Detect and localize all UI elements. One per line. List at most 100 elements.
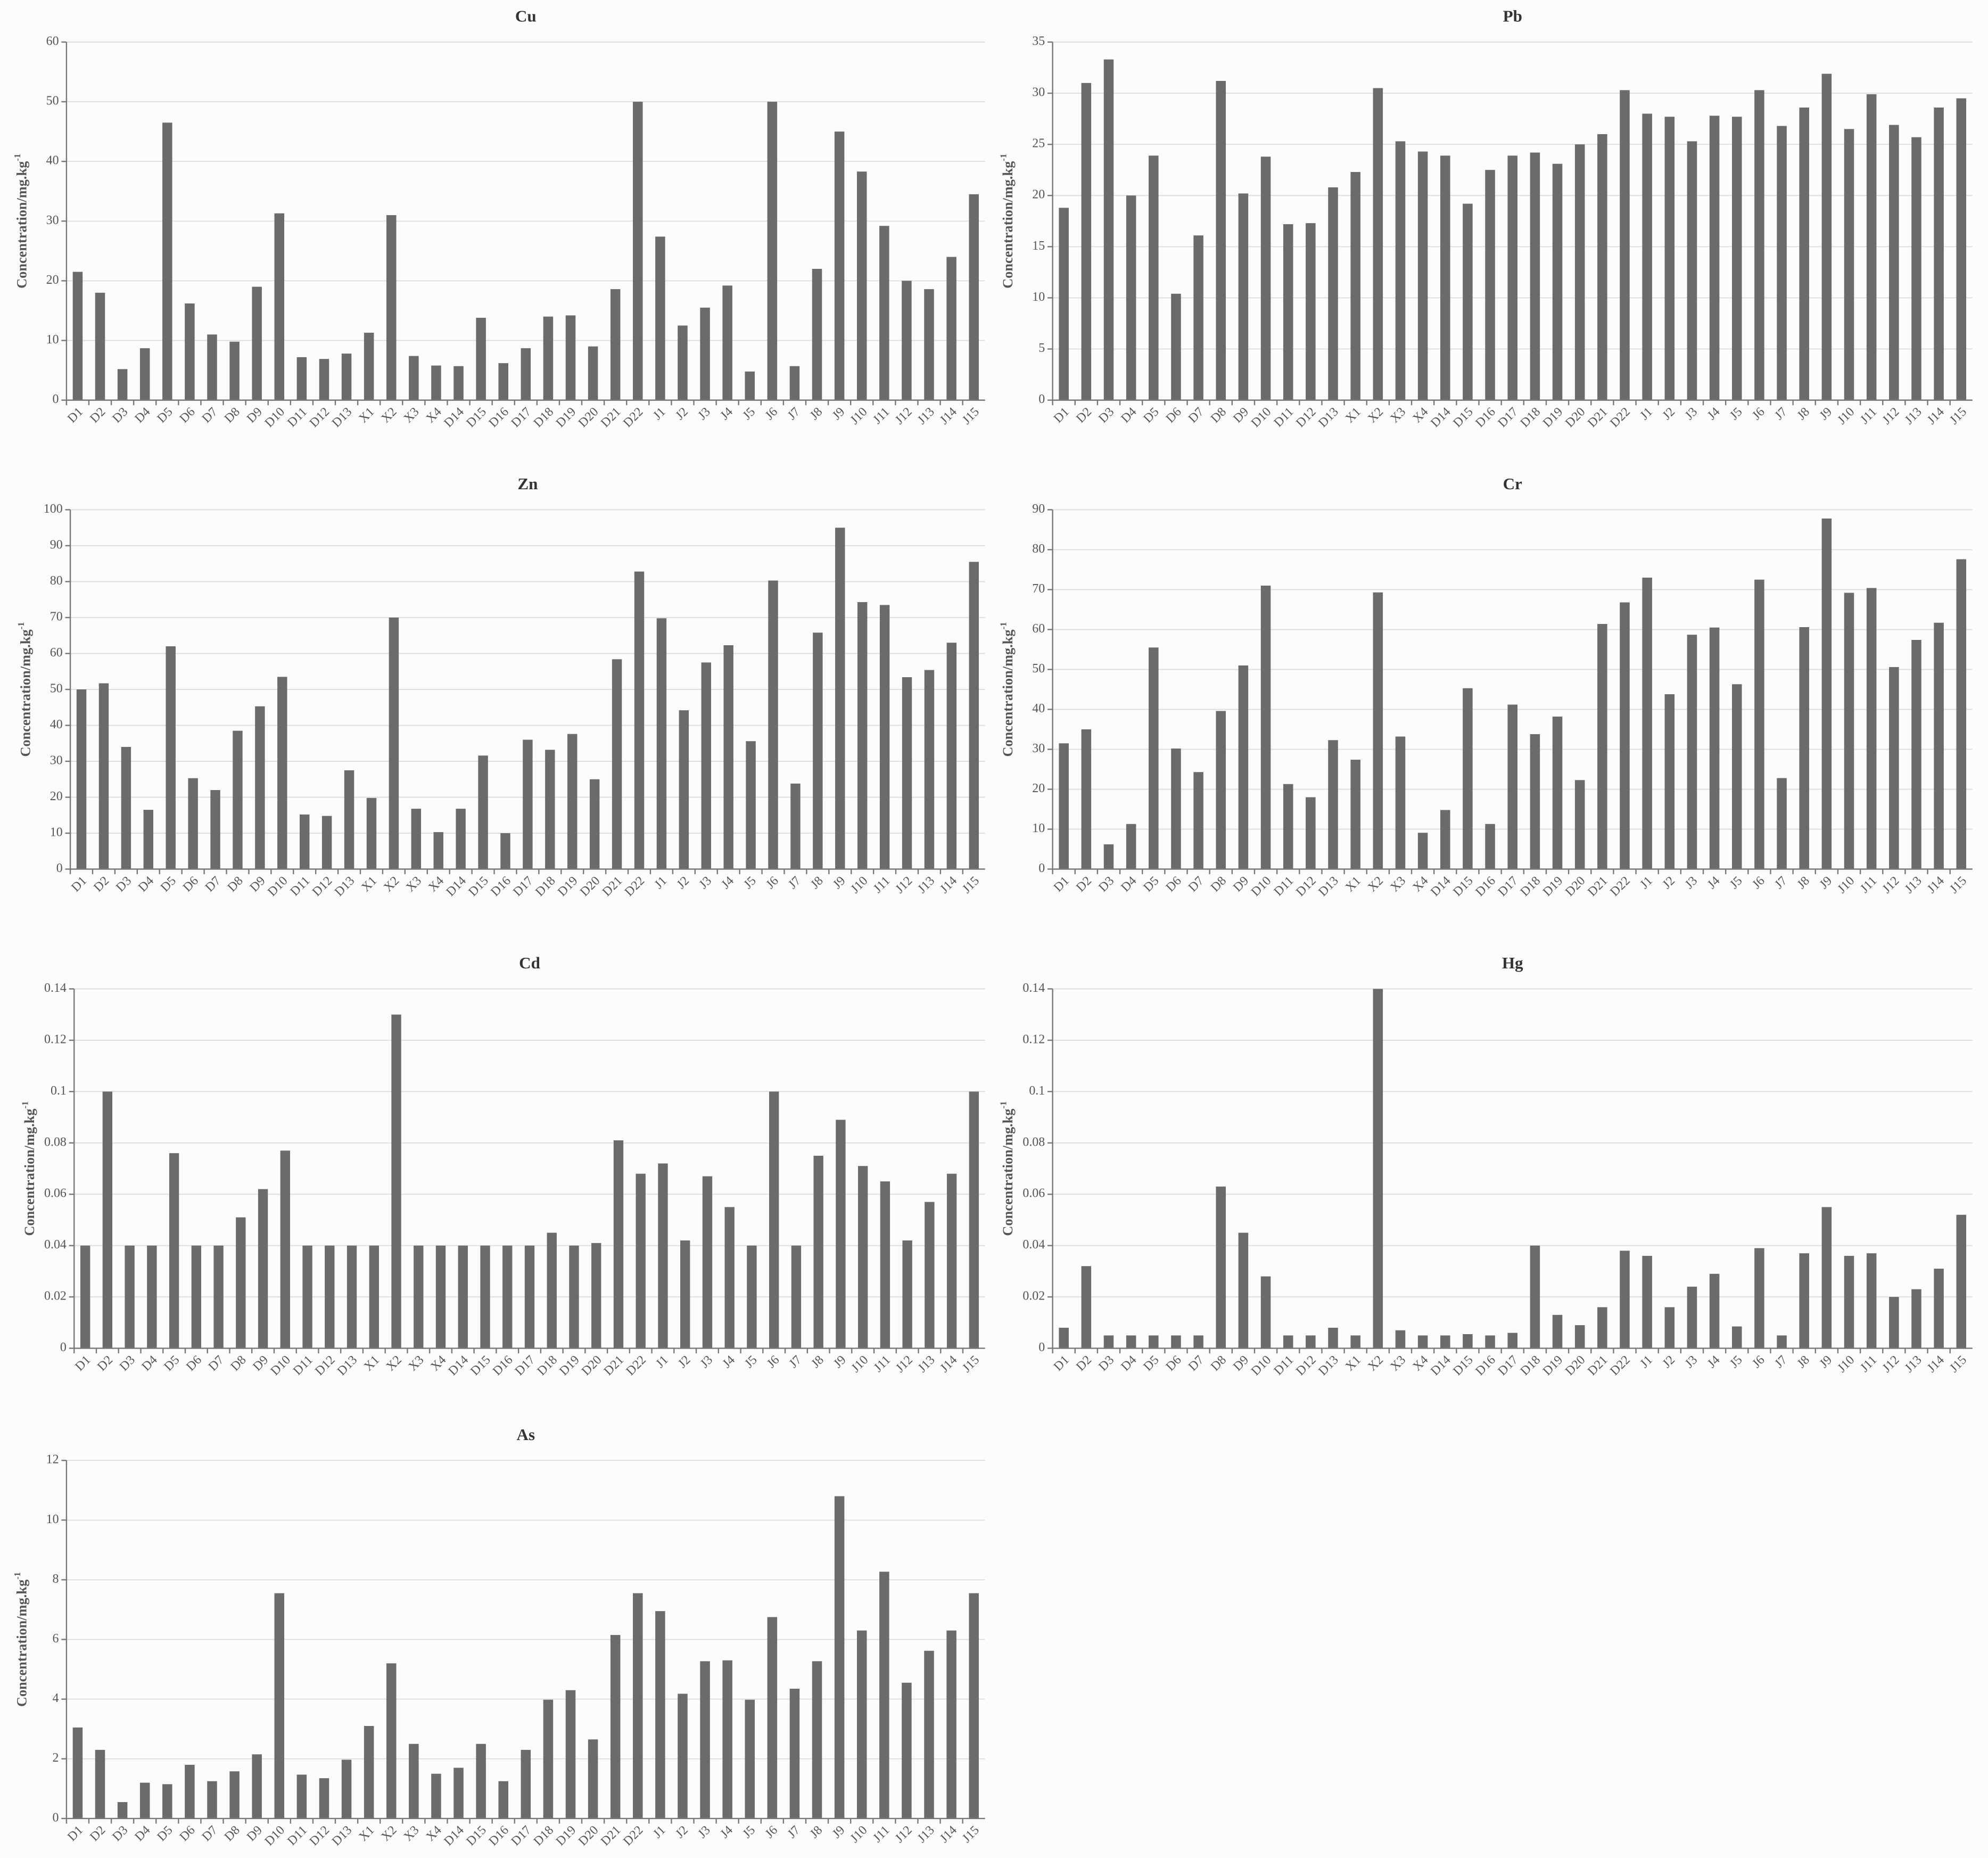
x-tick-label: J15 <box>1947 1353 1969 1375</box>
x-tick-label: J4 <box>1705 1353 1722 1370</box>
bar <box>567 734 578 869</box>
bar <box>879 1572 889 1819</box>
y-axis-label: Concentration/mg.kg-1 <box>998 622 1016 757</box>
bar <box>722 285 732 400</box>
bar <box>1821 1207 1832 1349</box>
bar <box>1306 797 1316 869</box>
bar <box>166 646 176 869</box>
bar <box>1260 157 1271 400</box>
x-tick-label: J1 <box>653 1353 671 1370</box>
bar <box>414 1245 424 1349</box>
bar <box>1574 780 1585 869</box>
bar <box>565 315 576 400</box>
x-tick-label: D3 <box>1096 1353 1117 1374</box>
bar <box>1440 155 1450 400</box>
x-tick-label: D10 <box>265 874 291 899</box>
x-tick-label: D8 <box>225 874 246 894</box>
bar <box>1799 1253 1809 1349</box>
y-tick-label: 70 <box>50 610 63 623</box>
x-tick-label: D7 <box>203 874 224 894</box>
x-tick-label: D9 <box>248 874 268 894</box>
bar <box>1463 688 1473 869</box>
bar <box>411 809 422 869</box>
x-tick-label: D12 <box>1293 405 1319 431</box>
y-axis-label-sup: -1 <box>20 1101 30 1108</box>
bar <box>162 1784 172 1819</box>
bar <box>1081 1266 1092 1349</box>
bar <box>680 1240 690 1349</box>
bar <box>433 832 443 869</box>
x-tick-label: J13 <box>915 405 937 427</box>
bar <box>456 809 466 869</box>
bar <box>1059 208 1069 400</box>
x-tick-label: D1 <box>1051 874 1072 894</box>
x-tick-label: D5 <box>1141 874 1162 894</box>
bar <box>745 371 755 400</box>
bar <box>1799 107 1809 400</box>
bar <box>1149 155 1159 400</box>
bar <box>1777 1335 1787 1349</box>
bar <box>925 1202 935 1349</box>
x-tick-label: J1 <box>650 1823 668 1841</box>
bar <box>1081 83 1092 400</box>
x-tick-label: D11 <box>1272 1353 1297 1378</box>
bar <box>969 1593 979 1819</box>
bar <box>274 1593 285 1819</box>
x-tick-label: J9 <box>1817 874 1835 891</box>
x-tick-label: J13 <box>1902 405 1925 427</box>
y-tick-label: 0 <box>1038 392 1045 406</box>
bar <box>613 1140 624 1349</box>
x-tick-label: J4 <box>719 874 737 891</box>
y-tick-label: 2 <box>53 1751 59 1765</box>
x-tick-label: J8 <box>807 405 825 422</box>
bar <box>1642 1255 1652 1349</box>
bar <box>1350 1335 1360 1349</box>
x-tick-label: J14 <box>1925 1353 1947 1375</box>
bar <box>258 1189 268 1349</box>
bar <box>1328 1327 1338 1349</box>
bar <box>1103 59 1114 400</box>
bar <box>1687 635 1697 869</box>
bar <box>813 1155 823 1349</box>
bar <box>946 643 957 869</box>
bar <box>1620 1251 1630 1349</box>
x-tick-label: D10 <box>1249 405 1274 430</box>
bar <box>633 102 643 400</box>
bar <box>834 131 845 400</box>
x-tick-label: D10 <box>262 1823 288 1849</box>
bar <box>1530 734 1540 869</box>
y-tick-label: 0 <box>1038 861 1045 875</box>
x-tick-label: D7 <box>1186 405 1207 425</box>
y-tick-label: 0.06 <box>44 1187 67 1201</box>
x-tick-label: J8 <box>809 1353 827 1370</box>
x-tick-label: J6 <box>763 874 781 891</box>
bar <box>1485 1335 1495 1349</box>
x-tick-label: D15 <box>468 1353 493 1378</box>
bar <box>498 1781 508 1819</box>
bar <box>813 632 823 869</box>
bar <box>1126 195 1136 400</box>
bar <box>1507 155 1518 400</box>
bar <box>453 366 464 400</box>
bar <box>610 1635 621 1819</box>
x-tick-label: D17 <box>509 1823 534 1849</box>
bar <box>633 1593 643 1819</box>
bar <box>1530 1245 1540 1349</box>
bar <box>476 317 486 400</box>
x-tick-label: J9 <box>830 874 848 891</box>
bar <box>341 353 352 400</box>
x-tick-label: D21 <box>1585 405 1611 431</box>
x-tick-label: D18 <box>1518 874 1544 899</box>
x-tick-label: D4 <box>1118 874 1139 894</box>
x-tick-label: D22 <box>1607 405 1633 431</box>
x-tick-label: D14 <box>1428 874 1454 899</box>
x-tick-label: D1 <box>65 405 86 426</box>
x-tick-label: J12 <box>893 405 915 427</box>
bar <box>745 1699 755 1819</box>
x-tick-label: D20 <box>1563 1353 1588 1378</box>
bar <box>879 605 890 869</box>
x-tick-label: J12 <box>1880 405 1902 427</box>
bar <box>658 1163 668 1349</box>
x-tick-label: D16 <box>486 405 512 430</box>
bar <box>1777 778 1787 869</box>
